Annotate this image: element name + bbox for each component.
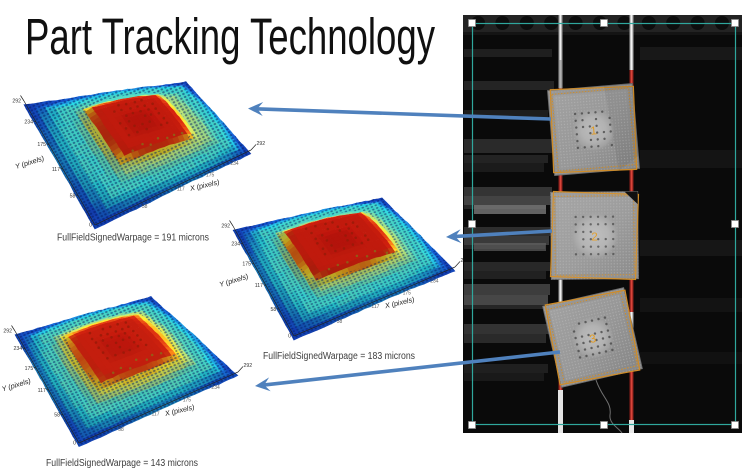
svg-text:234: 234	[211, 385, 220, 391]
svg-text:FullFieldSignedWarpage = 143 m: FullFieldSignedWarpage = 143 microns	[46, 458, 198, 469]
svg-text:175: 175	[183, 398, 192, 404]
svg-text:292: 292	[12, 99, 21, 105]
svg-text:234: 234	[430, 279, 439, 285]
svg-text:175: 175	[25, 366, 34, 372]
svg-text:Y (pixels): Y (pixels)	[1, 376, 32, 393]
svg-text:117: 117	[255, 283, 263, 289]
svg-text:117: 117	[152, 412, 160, 418]
svg-text:58: 58	[70, 193, 76, 199]
svg-text:FullFieldSignedWarpage = 183 m: FullFieldSignedWarpage = 183 microns	[263, 351, 415, 362]
svg-text:234: 234	[24, 120, 33, 126]
svg-text:234: 234	[231, 242, 240, 248]
svg-text:2: 2	[591, 231, 598, 243]
svg-text:175: 175	[206, 173, 215, 179]
svg-text:Part Tracking Technology: Part Tracking Technology	[25, 8, 435, 65]
svg-text:117: 117	[177, 187, 185, 193]
svg-text:117: 117	[371, 304, 379, 310]
svg-text:Y (pixels): Y (pixels)	[218, 272, 249, 289]
svg-text:58: 58	[142, 204, 148, 210]
svg-text:58: 58	[271, 307, 277, 313]
svg-text:292: 292	[244, 363, 253, 369]
svg-text:292: 292	[221, 224, 230, 230]
svg-text:234: 234	[230, 161, 239, 167]
svg-text:175: 175	[403, 290, 412, 296]
svg-text:0: 0	[73, 441, 76, 447]
svg-text:292: 292	[257, 141, 266, 147]
svg-text:117: 117	[52, 167, 60, 173]
svg-text:Y (pixels): Y (pixels)	[14, 154, 45, 171]
svg-text:58: 58	[337, 319, 343, 325]
svg-text:3: 3	[588, 333, 597, 346]
svg-text:117: 117	[38, 388, 46, 394]
svg-text:0: 0	[89, 223, 92, 229]
svg-text:FullFieldSignedWarpage = 191 m: FullFieldSignedWarpage = 191 microns	[57, 233, 209, 244]
svg-text:234: 234	[13, 346, 22, 352]
svg-text:175: 175	[37, 142, 46, 148]
svg-text:175: 175	[242, 261, 251, 267]
svg-text:58: 58	[54, 413, 60, 419]
svg-text:292: 292	[3, 329, 12, 335]
svg-text:1: 1	[590, 125, 597, 137]
svg-text:58: 58	[118, 427, 124, 433]
svg-text:0: 0	[288, 334, 291, 340]
